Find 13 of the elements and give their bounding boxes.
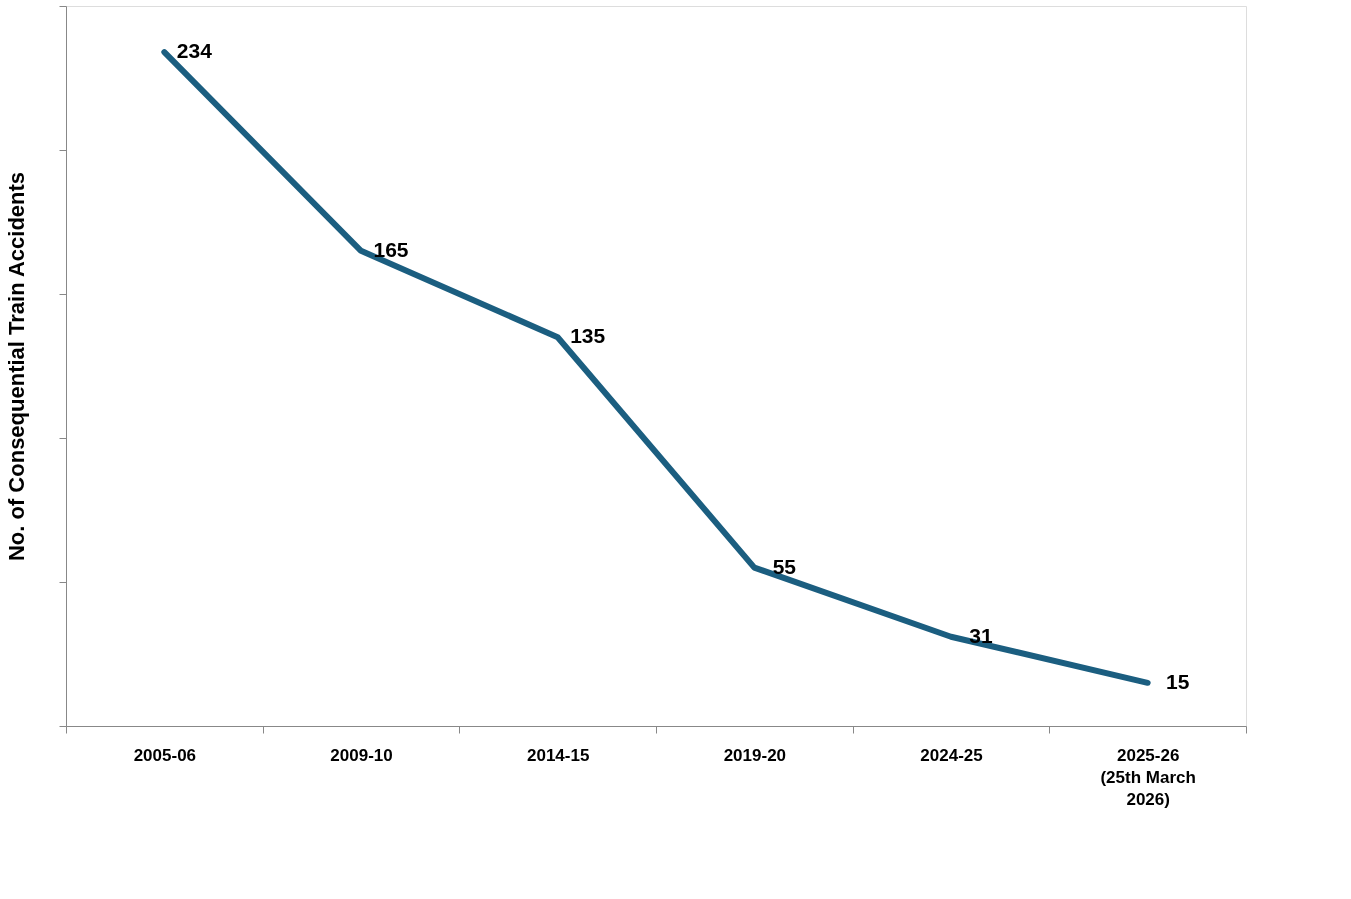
x-tick-label: 2024-25: [920, 745, 983, 765]
data-label: 31: [969, 623, 993, 647]
x-tick-label: 2009-10: [330, 745, 393, 765]
data-label: 165: [373, 237, 409, 261]
data-label: 55: [772, 554, 797, 578]
x-tick-label: 2005-06: [133, 745, 197, 765]
data-label: 135: [570, 324, 606, 348]
x-tick-label: 2014-15: [526, 745, 590, 765]
data-label: 234: [176, 39, 213, 63]
x-tick-label: 2025-26 (25th March 2026): [1100, 745, 1196, 809]
data-label: 15: [1165, 669, 1190, 693]
y-axis-title: No. of Consequential Train Accidents: [4, 171, 29, 562]
x-tick-label: 2019-20: [723, 745, 787, 765]
